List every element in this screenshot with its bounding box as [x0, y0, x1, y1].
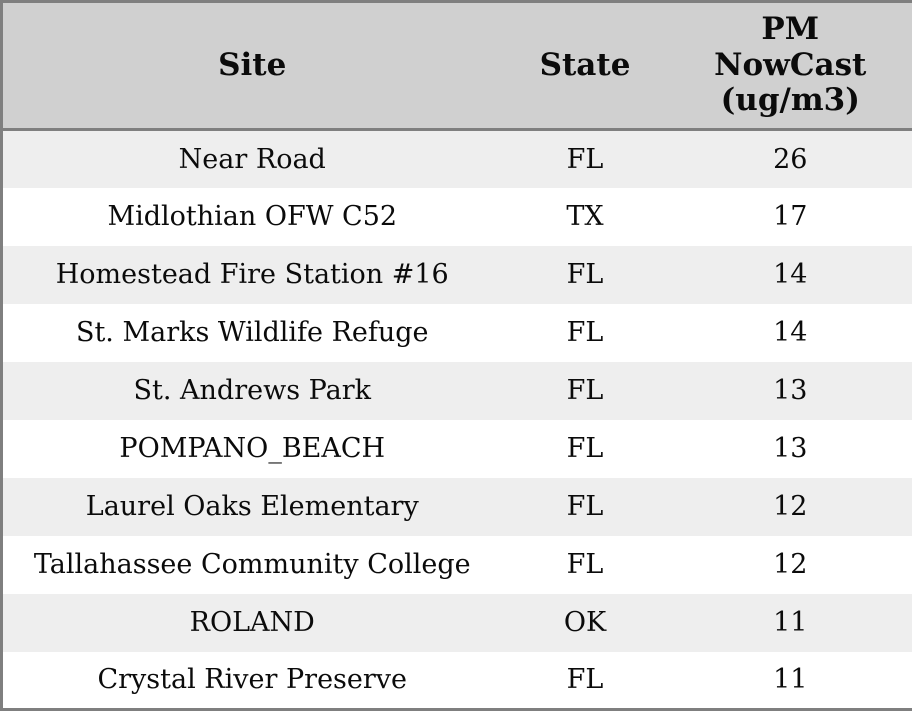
- state-cell: FL: [501, 419, 669, 478]
- table-row: Midlothian OFW C52 TX 17: [1, 187, 912, 246]
- state-cell: TX: [501, 187, 669, 246]
- pm-value-cell: 14: [668, 245, 912, 304]
- pm-value-cell: 14: [668, 303, 912, 362]
- pm-value-cell: 13: [668, 419, 912, 478]
- site-cell: St. Andrews Park: [1, 361, 502, 420]
- column-header-pm-nowcast: PM NowCast (ug/m3): [668, 1, 912, 131]
- table-row: St. Marks Wildlife Refuge FL 14: [1, 303, 912, 362]
- pm-value-cell: 11: [668, 593, 912, 652]
- table-header: Site State PM NowCast (ug/m3): [1, 1, 912, 131]
- table-row: Tallahassee Community College FL 12: [1, 535, 912, 594]
- pm-value-cell: 11: [668, 651, 912, 710]
- site-cell: POMPANO_BEACH: [1, 419, 502, 478]
- site-cell: St. Marks Wildlife Refuge: [1, 303, 502, 362]
- state-cell: FL: [501, 651, 669, 710]
- site-cell: Near Road: [1, 129, 502, 188]
- table-row: Crystal River Preserve FL 11: [1, 651, 912, 710]
- table-row: Homestead Fire Station #16 FL 14: [1, 245, 912, 304]
- site-cell: Tallahassee Community College: [1, 535, 502, 594]
- state-cell: FL: [501, 361, 669, 420]
- table-row: POMPANO_BEACH FL 13: [1, 419, 912, 478]
- pm-value-cell: 12: [668, 535, 912, 594]
- site-cell: Laurel Oaks Elementary: [1, 477, 502, 536]
- pm-value-cell: 17: [668, 187, 912, 246]
- site-cell: ROLAND: [1, 593, 502, 652]
- column-header-pm-nowcast-label: PM NowCast (ug/m3): [714, 10, 867, 119]
- column-header-state-label: State: [539, 46, 631, 83]
- column-header-site-label: Site: [218, 46, 287, 83]
- column-header-site: Site: [1, 1, 502, 131]
- state-cell: FL: [501, 245, 669, 304]
- header-row: Site State PM NowCast (ug/m3): [1, 1, 912, 131]
- state-cell: FL: [501, 129, 669, 188]
- state-cell: FL: [501, 535, 669, 594]
- state-cell: FL: [501, 477, 669, 536]
- site-cell: Homestead Fire Station #16: [1, 245, 502, 304]
- site-cell: Midlothian OFW C52: [1, 187, 502, 246]
- pm-value-cell: 13: [668, 361, 912, 420]
- pm-value-cell: 26: [668, 129, 912, 188]
- table-row: Near Road FL 26: [1, 129, 912, 188]
- site-cell: Crystal River Preserve: [1, 651, 502, 710]
- state-cell: OK: [501, 593, 669, 652]
- table-row: ROLAND OK 11: [1, 593, 912, 652]
- pm-value-cell: 12: [668, 477, 912, 536]
- state-cell: FL: [501, 303, 669, 362]
- table-row: St. Andrews Park FL 13: [1, 361, 912, 420]
- table-row: Laurel Oaks Elementary FL 12: [1, 477, 912, 536]
- table-body: Near Road FL 26 Midlothian OFW C52 TX 17…: [1, 129, 912, 710]
- column-header-state: State: [501, 1, 669, 131]
